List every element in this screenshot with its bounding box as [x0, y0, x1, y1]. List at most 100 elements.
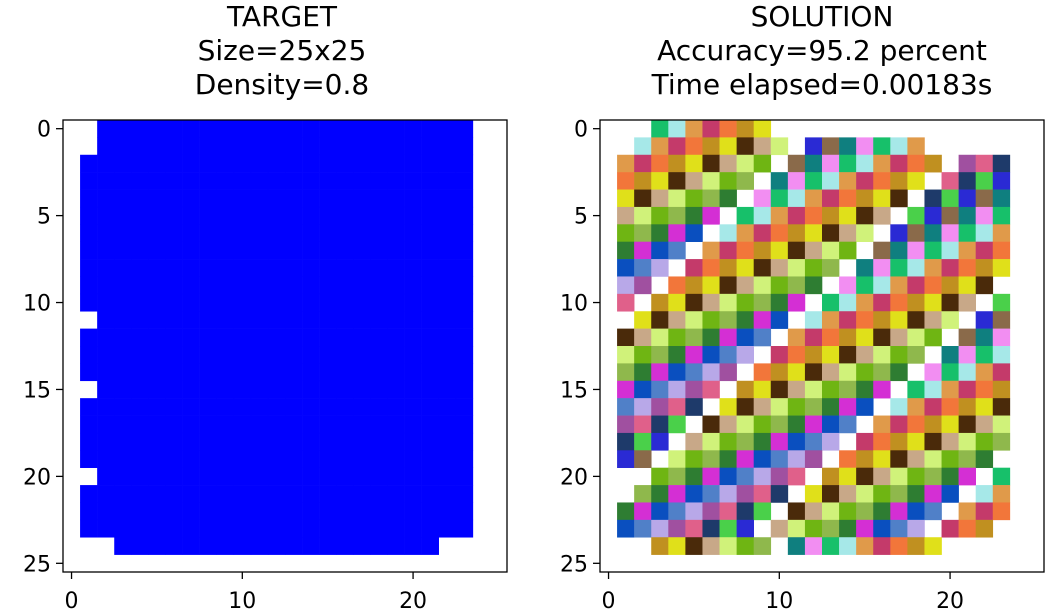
heatmap-cell — [404, 311, 422, 329]
heatmap-cell — [404, 346, 422, 364]
heatmap-cell — [370, 328, 388, 347]
heatmap-cell — [958, 398, 976, 416]
heatmap-cell — [617, 276, 635, 295]
heatmap-cell — [250, 328, 269, 347]
heatmap-cell — [165, 380, 183, 399]
heatmap-cell — [233, 241, 252, 260]
heatmap-cell — [856, 224, 874, 242]
heatmap-cell — [285, 363, 303, 382]
heatmap-cell — [839, 363, 857, 382]
heatmap-cell — [736, 311, 754, 329]
heatmap-cell — [907, 172, 925, 190]
heatmap-cell — [438, 137, 457, 156]
heatmap-cell — [353, 328, 371, 347]
heatmap-cell — [873, 293, 891, 312]
heatmap-cell — [975, 189, 994, 208]
heatmap-cell — [438, 380, 457, 399]
heatmap-cell — [438, 346, 457, 364]
heatmap-cell — [233, 328, 252, 347]
heatmap-cell — [216, 363, 235, 382]
heatmap-cell — [387, 241, 405, 260]
heatmap-cell — [438, 467, 457, 486]
heatmap-cell — [285, 206, 303, 225]
heatmap-cell — [199, 380, 217, 399]
heatmap-cell — [941, 276, 959, 295]
heatmap-cell — [975, 415, 994, 434]
heatmap-cell — [685, 224, 703, 242]
heatmap-cell — [165, 485, 183, 503]
heatmap-cell — [992, 398, 1011, 416]
heatmap-cell — [80, 328, 98, 347]
heatmap-cell — [907, 502, 925, 521]
heatmap-cell — [319, 450, 337, 468]
heatmap-cell — [165, 206, 183, 225]
heatmap-cell — [148, 311, 166, 329]
heatmap-cell — [302, 380, 320, 399]
heatmap-cell — [387, 189, 405, 208]
heatmap-cell — [907, 415, 925, 434]
heatmap-cell — [685, 467, 703, 486]
heatmap-cell — [319, 137, 337, 156]
heatmap-cell — [302, 276, 320, 295]
heatmap-cell — [199, 189, 217, 208]
heatmap-cell — [890, 276, 908, 295]
heatmap-cell — [804, 380, 823, 399]
heatmap-cell — [114, 485, 132, 503]
heatmap-cell — [285, 502, 303, 521]
heatmap-cell — [80, 154, 98, 173]
heatmap-cell — [856, 363, 874, 382]
heatmap-cell — [668, 241, 686, 260]
heatmap-cell — [80, 363, 98, 382]
heatmap-cell — [958, 189, 976, 208]
heatmap-cell — [924, 450, 942, 468]
heatmap-cell — [233, 363, 252, 382]
heatmap-cell — [719, 311, 737, 329]
heatmap-cell — [873, 485, 891, 503]
heatmap-cell — [97, 172, 115, 190]
heatmap-cell — [924, 485, 942, 503]
heatmap-cell — [148, 189, 166, 208]
heatmap-cell — [856, 519, 874, 538]
heatmap-cell — [319, 398, 337, 416]
heatmap-cell — [787, 415, 806, 434]
heatmap-cell — [839, 502, 857, 521]
heatmap-cell — [651, 346, 669, 364]
heatmap-cell — [787, 276, 806, 295]
heatmap-cell — [856, 537, 874, 555]
heatmap-cell — [165, 259, 183, 277]
heatmap-cell — [233, 432, 252, 451]
heatmap-cell — [668, 154, 686, 173]
heatmap-cell — [421, 346, 439, 364]
heatmap-cell — [148, 276, 166, 295]
heatmap-cell — [975, 432, 994, 451]
heatmap-cell — [634, 172, 652, 190]
heatmap-cell — [216, 241, 235, 260]
heatmap-cell — [651, 380, 669, 399]
heatmap-cell — [199, 154, 217, 173]
heatmap-cell — [267, 293, 286, 312]
heatmap-cell — [267, 241, 286, 260]
heatmap-cell — [148, 137, 166, 156]
target-title-line-2: Size=25x25 — [198, 34, 367, 67]
heatmap-cell — [924, 206, 942, 225]
heatmap-cell — [438, 154, 457, 173]
heatmap-cell — [131, 537, 149, 555]
heatmap-cell — [353, 172, 371, 190]
y-tick-label: 10 — [560, 292, 588, 317]
heatmap-cell — [387, 224, 405, 242]
heatmap-cell — [233, 259, 252, 277]
heatmap-cell — [992, 346, 1011, 364]
heatmap-cell — [617, 259, 635, 277]
heatmap-cell — [975, 224, 994, 242]
heatmap-cell — [148, 537, 166, 555]
heatmap-cell — [302, 311, 320, 329]
heatmap-cell — [839, 137, 857, 156]
heatmap-cell — [719, 276, 737, 295]
heatmap-cell — [182, 172, 200, 190]
heatmap-cell — [856, 154, 874, 173]
heatmap-cell — [199, 432, 217, 451]
heatmap-cell — [336, 154, 354, 173]
heatmap-cell — [387, 415, 405, 434]
heatmap-cell — [822, 224, 840, 242]
heatmap-cell — [250, 519, 269, 538]
